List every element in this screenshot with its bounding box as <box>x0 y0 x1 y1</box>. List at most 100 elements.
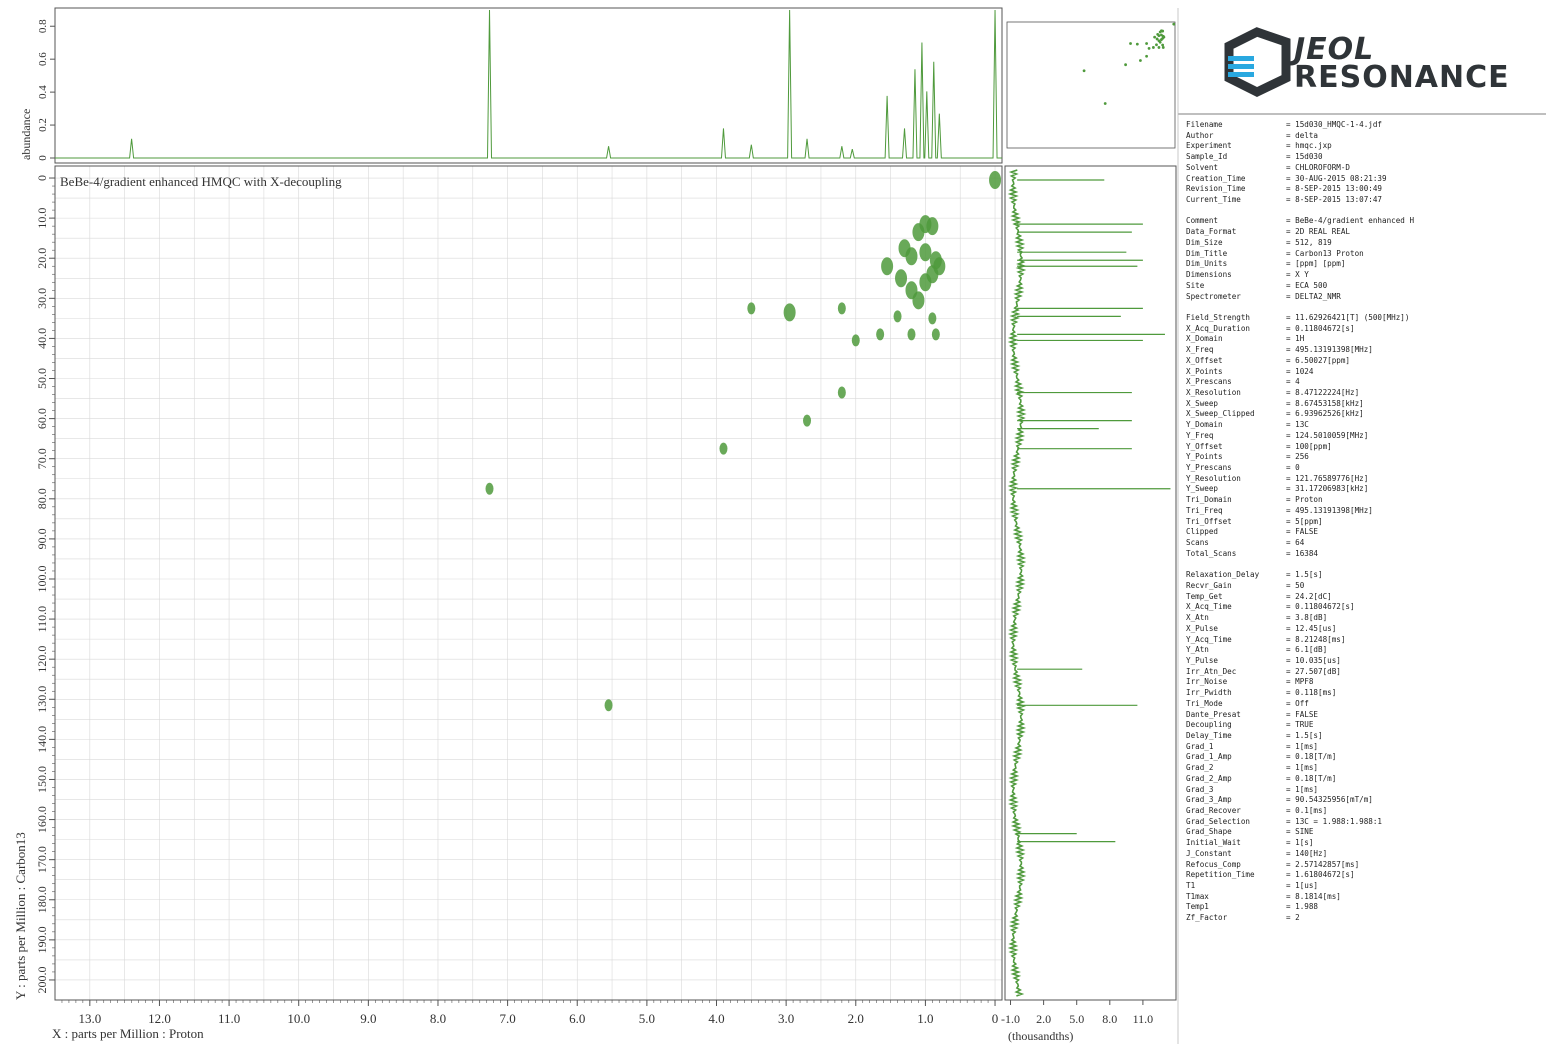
x-axis-label: X : parts per Million : Proton <box>52 1026 204 1041</box>
parameter-row: X_Offset = 6.50027[ppm] <box>1186 356 1542 367</box>
parameter-key: Tri_Freq <box>1186 505 1223 515</box>
parameter-value: = 6.50027[ppm] <box>1286 355 1351 365</box>
jeol-logo-mark-icon <box>1224 27 1291 98</box>
parameter-key: X_Prescans <box>1186 377 1232 387</box>
inset-peak <box>1145 54 1148 58</box>
parameter-value: = 2 <box>1286 913 1300 923</box>
inset-peak <box>1147 46 1151 50</box>
top-plot-frame <box>54 7 1003 164</box>
parameter-row: Comment = BeBe-4/gradient enhanced H <box>1186 216 1542 227</box>
logo-text-resonance: RESONANCE <box>1294 60 1510 95</box>
parameter-row: Temp_Get = 24.2[dC] <box>1186 592 1542 603</box>
parameter-value: = 50 <box>1286 580 1305 590</box>
abundance-tick-label: 0 <box>37 155 49 161</box>
proton-trace <box>55 9 1002 159</box>
parameter-key: X_Sweep <box>1186 398 1219 408</box>
axis-ticks: 13.0 12.0 11.0 10.0 9.0 8.0 7.0 6.0 5.0 4.0 3.0 2.0… <box>35 19 1153 1026</box>
cross-peak <box>837 302 846 315</box>
parameter-key: Grad_3 <box>1186 784 1214 794</box>
parameter-key: J_Constant <box>1186 848 1232 858</box>
parameter-value: = [ppm] [ppm] <box>1286 259 1346 269</box>
parameter-row: Dante_Presat = FALSE <box>1186 710 1542 721</box>
parameter-row: Dim_Units = [ppm] [ppm] <box>1186 259 1542 270</box>
parameter-value: = 1H <box>1286 334 1305 344</box>
parameter-key: Total_Scans <box>1186 548 1237 558</box>
main-plot-frame <box>54 165 1003 1001</box>
parameter-spacer <box>1186 206 1542 217</box>
inset-peak <box>1160 38 1163 41</box>
parameter-row: Y_Domain = 13C <box>1186 420 1542 431</box>
y-tick-label: 0 <box>35 175 49 181</box>
parameter-key: Refocus_Comp <box>1186 859 1241 869</box>
cross-peak <box>719 442 728 455</box>
parameter-row: Clipped = FALSE <box>1186 527 1542 538</box>
parameter-row: Tri_Offset = 5[ppm] <box>1186 517 1542 528</box>
inset-peak <box>1135 42 1139 46</box>
y-tick-label: 170.0 <box>35 846 49 873</box>
x-tick-label: 7.0 <box>499 1011 515 1026</box>
parameter-spacer <box>1186 302 1542 313</box>
thousandths-label: (thousandths) <box>1008 1029 1073 1043</box>
parameter-key: X_Offset <box>1186 355 1223 365</box>
parameter-value: = 1[ms] <box>1286 784 1319 794</box>
parameter-value: = 90.54325956[mT/m] <box>1286 795 1373 805</box>
inset-peak <box>1151 46 1155 49</box>
parameter-value: = 512, 819 <box>1286 237 1332 247</box>
parameter-spacer <box>1186 559 1542 570</box>
parameter-row: Initial_Wait = 1[s] <box>1186 838 1542 849</box>
parameter-key: X_Freq <box>1186 345 1214 355</box>
parameter-value: = FALSE <box>1286 527 1319 537</box>
inset-peak <box>1158 30 1162 34</box>
thousandths-tick-label: 8.0 <box>1102 1012 1117 1026</box>
grid-lines <box>55 166 1002 1000</box>
y-tick-label: 110.0 <box>35 606 49 633</box>
inset-peak <box>1124 63 1127 67</box>
parameter-value: = 0.118[ms] <box>1286 688 1337 698</box>
y-tick-label: 90.0 <box>35 528 49 549</box>
parameter-value: = 1[ms] <box>1286 741 1319 751</box>
parameter-key: Y_Atn <box>1186 645 1209 655</box>
parameter-row: Grad_2 = 1[ms] <box>1186 763 1542 774</box>
y-tick-label: 100.0 <box>35 565 49 592</box>
parameter-key: Creation_Time <box>1186 173 1246 183</box>
x-tick-label: 11.0 <box>218 1011 240 1026</box>
parameter-key: Grad_Recover <box>1186 806 1241 815</box>
y-tick-label: 180.0 <box>35 886 49 913</box>
parameter-row: Grad_2_Amp = 0.18[T/m] <box>1186 774 1542 785</box>
parameter-row: X_Sweep_Clipped = 6.93962526[kHz] <box>1186 409 1542 420</box>
y-tick-label: 30.0 <box>35 288 49 309</box>
x-tick-label: 2.0 <box>848 1011 864 1026</box>
cross-peak <box>747 302 756 315</box>
parameter-value: = 1.5[s] <box>1286 730 1323 740</box>
parameter-value: = 1.988 <box>1286 902 1319 912</box>
parameter-row: Y_Prescans = 0 <box>1186 463 1542 474</box>
parameter-value: = 1[us] <box>1286 881 1319 891</box>
parameter-value: = 8-SEP-2015 13:00:49 <box>1286 184 1383 194</box>
cross-peak <box>926 217 939 236</box>
parameter-row: Current_Time = 8-SEP-2015 13:07:47 <box>1186 195 1542 206</box>
parameter-key: Y_Domain <box>1186 420 1223 430</box>
parameter-row: Delay_Time = 1.5[s] <box>1186 731 1542 742</box>
inset-peak <box>1145 42 1148 45</box>
abundance-label: abundance <box>19 109 33 160</box>
y-tick-label: 150.0 <box>35 766 49 793</box>
parameter-value: = 3.8[dB] <box>1286 613 1328 623</box>
parameter-value: = 8-SEP-2015 13:07:47 <box>1286 195 1383 205</box>
x-tick-label: 3.0 <box>778 1011 794 1026</box>
y-tick-label: 130.0 <box>35 686 49 713</box>
cross-peak <box>928 312 937 325</box>
parameter-key: Clipped <box>1186 527 1219 537</box>
parameter-value: = 16384 <box>1286 548 1319 558</box>
abundance-tick-label: 0.6 <box>37 52 49 66</box>
cross-peak <box>907 328 916 341</box>
parameter-value: = 1024 <box>1286 366 1314 376</box>
y-tick-label: 70.0 <box>35 448 49 469</box>
parameter-key: Grad_1 <box>1186 741 1214 751</box>
parameter-row: X_Acq_Duration = 0.11804672[s] <box>1186 324 1542 335</box>
parameter-value: = FALSE <box>1286 709 1319 719</box>
parameter-row: Y_Acq_Time = 8.21248[ms] <box>1186 635 1542 646</box>
parameter-list: Filename = 15d030_HMQC-1-4.jdf Author = del… <box>1186 120 1542 924</box>
parameter-value: = BeBe-4/gradient enhanced H <box>1286 216 1415 226</box>
x-tick-label: 0 <box>992 1011 999 1026</box>
parameter-row: Grad_1 = 1[ms] <box>1186 742 1542 753</box>
